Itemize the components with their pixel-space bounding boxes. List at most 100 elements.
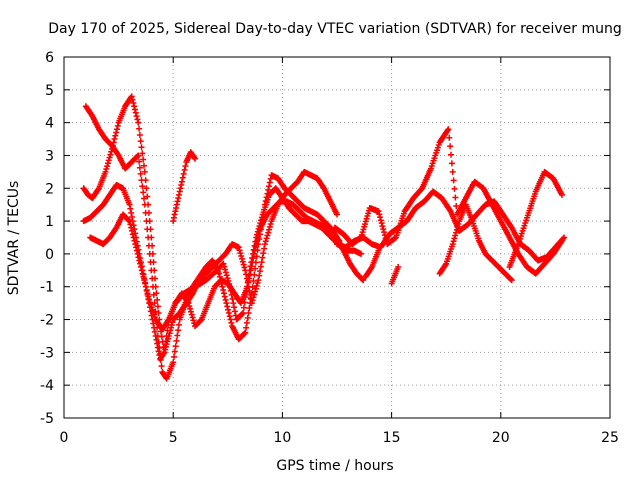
data-point xyxy=(266,223,273,230)
data-point xyxy=(380,226,387,233)
data-point xyxy=(225,306,232,313)
data-point xyxy=(253,282,260,289)
data-point xyxy=(224,303,231,310)
data-point xyxy=(240,304,247,311)
data-point xyxy=(453,229,460,236)
data-point xyxy=(255,231,262,238)
data-point xyxy=(375,208,382,215)
data-point xyxy=(240,309,247,316)
data-point xyxy=(252,244,259,251)
data-point xyxy=(246,305,253,312)
data-point xyxy=(103,165,110,172)
data-point xyxy=(395,264,402,271)
data-point xyxy=(131,237,138,244)
data-point xyxy=(135,254,142,261)
data-point xyxy=(107,151,114,158)
data-point xyxy=(131,106,138,113)
data-point xyxy=(266,226,273,233)
data-point xyxy=(219,283,226,290)
data-point xyxy=(145,293,152,300)
data-point xyxy=(155,309,162,316)
data-point xyxy=(151,300,158,307)
data-point xyxy=(359,276,366,283)
data-point xyxy=(376,211,383,218)
data-point xyxy=(239,258,246,265)
data-point xyxy=(452,232,459,239)
data-point xyxy=(127,205,134,212)
data-point xyxy=(138,177,145,184)
data-point xyxy=(142,283,149,290)
data-point xyxy=(147,259,154,266)
data-point xyxy=(261,241,268,248)
x-tick-label: 0 xyxy=(60,430,69,446)
data-point xyxy=(264,190,271,197)
data-point xyxy=(243,324,250,331)
data-point xyxy=(257,263,264,270)
data-point xyxy=(129,96,136,103)
data-point xyxy=(261,206,268,213)
data-point xyxy=(149,283,156,290)
data-point xyxy=(244,283,251,290)
data-point xyxy=(256,227,263,234)
data-point xyxy=(267,220,274,227)
series-s3 xyxy=(82,103,367,382)
data-point xyxy=(261,245,268,252)
data-point xyxy=(113,126,120,133)
data-point xyxy=(252,285,259,292)
data-point xyxy=(381,229,388,236)
data-point xyxy=(450,177,457,184)
data-point xyxy=(140,156,147,163)
data-point xyxy=(114,122,121,129)
x-axis-label: GPS time / hours xyxy=(276,458,393,474)
data-point xyxy=(143,287,150,294)
data-point xyxy=(220,287,227,294)
data-point xyxy=(139,270,146,277)
y-tick-label: 6 xyxy=(45,50,54,66)
data-point xyxy=(226,313,233,320)
data-point xyxy=(260,250,267,257)
data-point xyxy=(255,277,262,284)
data-point xyxy=(238,252,245,259)
data-point xyxy=(235,244,242,251)
series-s8 xyxy=(436,201,515,284)
data-point xyxy=(137,138,144,145)
data-point xyxy=(141,168,148,175)
data-point xyxy=(360,277,367,284)
data-point xyxy=(137,170,144,177)
y-tick-label: 1 xyxy=(45,214,54,230)
data-point xyxy=(140,189,147,196)
data-point xyxy=(238,255,245,262)
data-point xyxy=(242,329,249,336)
data-point xyxy=(251,250,258,257)
data-point xyxy=(220,290,227,297)
data-point xyxy=(265,186,272,193)
data-point xyxy=(134,250,141,257)
data-point xyxy=(181,166,188,173)
data-point xyxy=(149,275,156,282)
y-tick-label: -5 xyxy=(40,411,54,427)
data-point xyxy=(265,229,272,236)
data-point xyxy=(259,254,266,261)
data-point xyxy=(220,260,227,267)
data-point xyxy=(222,269,229,276)
data-point xyxy=(262,238,269,245)
data-point xyxy=(142,209,149,216)
data-point xyxy=(249,284,256,291)
data-point xyxy=(450,238,457,245)
plot-frame xyxy=(63,56,611,419)
data-point xyxy=(266,179,273,186)
data-point xyxy=(223,300,230,307)
data-point xyxy=(128,227,135,234)
data-point xyxy=(222,296,229,303)
data-point xyxy=(179,174,186,181)
data-point xyxy=(375,247,382,254)
data-point xyxy=(187,305,194,312)
data-point xyxy=(261,201,268,208)
data-point xyxy=(140,195,147,202)
data-point xyxy=(257,268,264,275)
data-point xyxy=(175,327,182,334)
data-point xyxy=(246,271,253,278)
data-point xyxy=(222,266,229,273)
data-point xyxy=(95,186,102,193)
y-tick-label: 0 xyxy=(45,247,54,263)
